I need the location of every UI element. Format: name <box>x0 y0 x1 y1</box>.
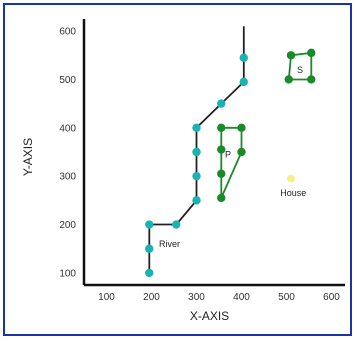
series-point-river <box>145 268 154 278</box>
y-tick-label: 200 <box>59 220 76 231</box>
y-tick-label: 600 <box>59 27 76 38</box>
annotation-p: P <box>225 149 231 159</box>
y-tick-label: 400 <box>59 123 76 134</box>
x-tick-label: 100 <box>98 292 115 303</box>
series-point-s <box>284 75 293 84</box>
series-point-p <box>237 123 246 133</box>
annotation-s: S <box>297 65 303 75</box>
series-point-p <box>217 145 226 154</box>
chart-frame: 100 200 300 400 500 600 100 200 300 400 500 600 X-AX… <box>3 3 352 336</box>
series-point-p <box>217 169 226 178</box>
y-tick-label: 300 <box>59 172 76 183</box>
x-tick-label: 300 <box>188 292 205 303</box>
series-point-river <box>192 171 201 181</box>
y-tick-label: 100 <box>59 268 76 279</box>
series-point-river <box>145 220 154 229</box>
series-point-river <box>239 77 248 87</box>
series-point-river <box>192 147 201 157</box>
series-point-p <box>217 193 226 203</box>
series-point-river <box>192 196 201 205</box>
y-tick-label: 500 <box>59 75 76 86</box>
x-tick-label: 400 <box>233 292 250 303</box>
chart-axes <box>82 19 345 287</box>
x-axis-title: X-AXIS <box>190 309 229 323</box>
series-point-river <box>145 244 154 253</box>
house-marker <box>287 174 295 183</box>
y-axis-title: Y-AXIS <box>21 138 35 176</box>
series-point-river <box>217 99 226 108</box>
x-tick-label: 600 <box>323 292 340 303</box>
x-tick-label: 500 <box>278 292 295 303</box>
annotation-river: River <box>159 239 180 249</box>
series-point-p <box>217 123 226 133</box>
series-point-s <box>286 51 296 60</box>
chart-labels: 100 200 300 400 500 600 100 200 300 400 500 600 X-AX… <box>21 27 340 323</box>
annotation-house: House <box>280 188 306 198</box>
series-point-p <box>237 147 246 157</box>
series-line-p <box>220 126 243 199</box>
series-point-s <box>307 48 316 58</box>
x-tick-label: 200 <box>143 292 160 303</box>
series-point-s <box>307 75 316 84</box>
chart-series-points <box>145 48 316 278</box>
chart-canvas: 100 200 300 400 500 600 100 200 300 400 500 600 X-AX… <box>21 19 345 323</box>
series-point-river <box>192 123 201 133</box>
series-point-river <box>239 53 248 62</box>
series-point-river <box>172 220 181 229</box>
